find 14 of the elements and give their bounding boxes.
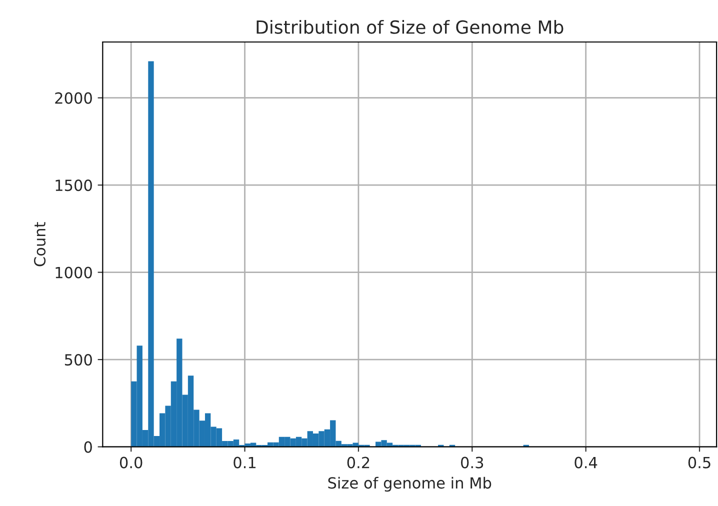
x-tick-label: 0.0 bbox=[120, 456, 142, 468]
x-tick-label: 0.2 bbox=[347, 456, 370, 468]
x-axis-title: Size of genome in Mb bbox=[328, 476, 492, 492]
y-tick-label: 0 bbox=[84, 441, 92, 453]
y-tick-label: 1500 bbox=[56, 180, 92, 192]
x-tick-label: 0.3 bbox=[461, 456, 484, 468]
chart-title: Distribution of Size of Genome Mb bbox=[256, 20, 564, 34]
y-tick-label: 500 bbox=[64, 354, 92, 366]
x-tick-label: 0.4 bbox=[574, 456, 598, 468]
x-tick-label: 0.1 bbox=[234, 456, 256, 468]
y-tick-label: 2000 bbox=[55, 92, 92, 104]
y-tick-label: 1000 bbox=[56, 266, 92, 278]
x-tick-label: 0.5 bbox=[688, 456, 710, 468]
y-axis-title: Count bbox=[34, 222, 46, 266]
